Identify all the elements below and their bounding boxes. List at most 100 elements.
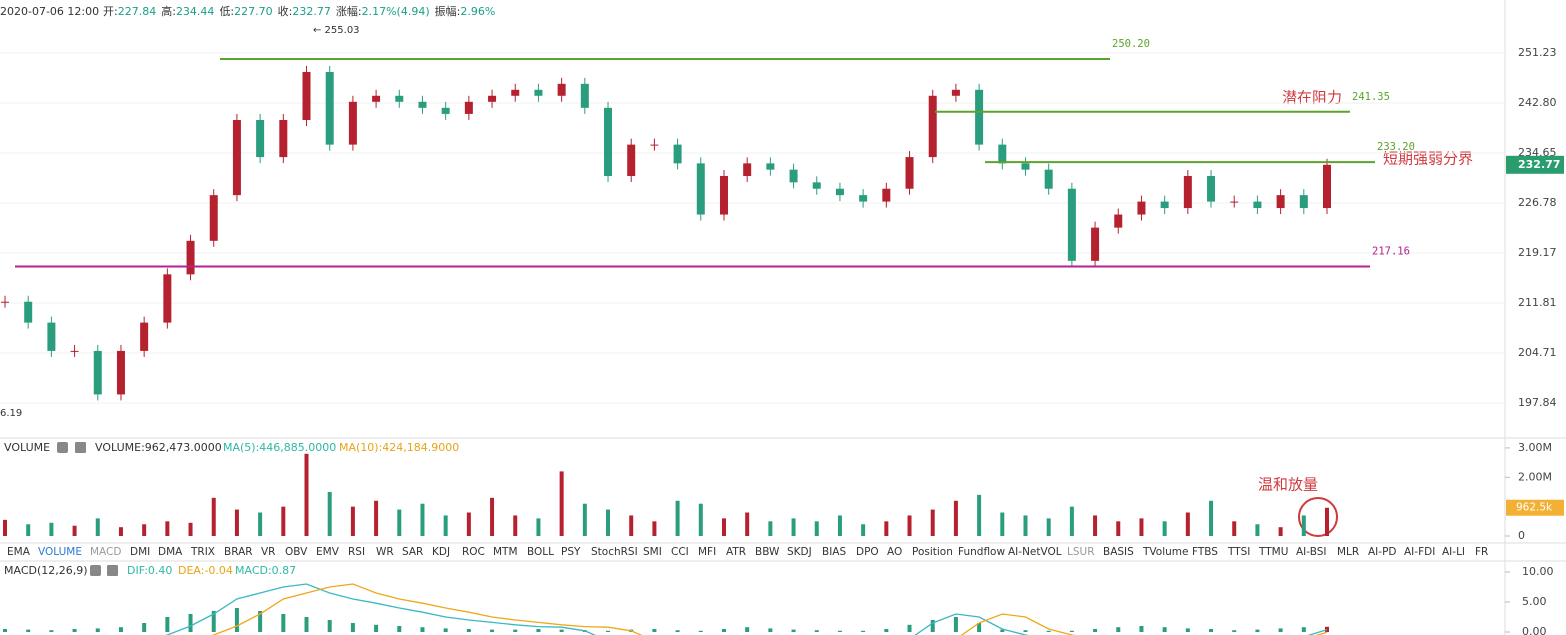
macd-bar xyxy=(188,614,193,632)
indicator-tab[interactable]: BRAR xyxy=(224,546,253,558)
candle xyxy=(1114,214,1123,228)
indicator-tab[interactable]: MLR xyxy=(1337,546,1359,558)
macd-bar xyxy=(930,620,935,632)
indicator-tab[interactable]: CCI xyxy=(671,546,689,558)
volume-bar xyxy=(745,512,750,536)
macd-bar xyxy=(791,629,796,632)
volume-bar xyxy=(791,518,796,536)
candle xyxy=(488,95,497,102)
indicator-tab[interactable]: AO xyxy=(887,546,902,558)
indicator-tab[interactable]: BIAS xyxy=(822,546,846,558)
y-tick-label: 5.00 xyxy=(1522,595,1547,608)
candle xyxy=(557,83,566,96)
indicator-tab[interactable]: BBW xyxy=(755,546,780,558)
indicator-tab[interactable]: VOLUME xyxy=(38,546,82,558)
indicator-tab[interactable]: AI-FDI xyxy=(1404,546,1435,558)
indicator-tab[interactable]: AI-NetVOL xyxy=(1008,546,1062,558)
indicator-tab[interactable]: SAR xyxy=(402,546,423,558)
ohlc-header: 2020-07-06 12:00 开: 227.84 高: 234.44 低: 227.7… xyxy=(0,4,495,18)
indicator-tab[interactable]: EMV xyxy=(316,546,340,558)
indicator-tab[interactable]: FR xyxy=(1475,546,1488,558)
indicator-tab[interactable]: ROC xyxy=(462,546,485,558)
macd-bar xyxy=(652,629,657,632)
macd-bar xyxy=(861,630,866,632)
field-label: 振幅: xyxy=(435,4,461,18)
indicator-tab[interactable]: WR xyxy=(376,546,394,558)
indicator-tab[interactable]: ATR xyxy=(726,546,746,558)
indicator-tab[interactable]: PSY xyxy=(561,546,581,558)
dea-line xyxy=(211,583,1328,635)
volume-bar xyxy=(953,500,958,536)
volume-bar xyxy=(1325,507,1329,536)
indicator-tab[interactable]: DMA xyxy=(158,546,183,558)
indicator-tab[interactable]: SMI xyxy=(643,546,662,558)
volume-bar xyxy=(466,512,471,536)
macd-bar xyxy=(490,629,495,632)
macd-bar xyxy=(1069,630,1074,632)
candle xyxy=(441,107,450,114)
indicator-tab[interactable]: DPO xyxy=(856,546,879,558)
indicator-tab[interactable]: BOLL xyxy=(527,546,554,558)
volume-bar xyxy=(1255,524,1260,536)
indicator-tab[interactable]: MFI xyxy=(698,546,716,558)
macd-bar xyxy=(95,628,100,632)
indicator-tab[interactable]: SKDJ xyxy=(787,546,812,558)
indicator-tab[interactable]: BASIS xyxy=(1103,546,1134,558)
close-icon[interactable] xyxy=(75,442,86,453)
macd-bar xyxy=(211,611,216,632)
indicator-tab[interactable]: AI-LI xyxy=(1442,546,1465,558)
settings-icon[interactable] xyxy=(90,565,101,576)
indicator-tab[interactable]: LSUR xyxy=(1067,546,1095,558)
indicator-tab[interactable]: RSI xyxy=(348,546,365,558)
volume-ma10: MA(10):424,184.9000 xyxy=(339,441,459,454)
candle xyxy=(789,169,798,183)
candle xyxy=(835,188,844,196)
indicator-tab[interactable]: KDJ xyxy=(432,546,450,558)
macd-title[interactable]: MACD(12,26,9) xyxy=(4,564,88,577)
candle xyxy=(140,322,149,351)
indicator-tab[interactable]: DMI xyxy=(130,546,150,558)
indicator-tab[interactable]: Fundflow xyxy=(958,546,1005,558)
field-label: 低: xyxy=(219,5,234,18)
macd-bar xyxy=(49,630,54,632)
candle xyxy=(511,89,520,96)
macd-bar xyxy=(977,623,982,632)
indicator-tab[interactable]: FTBS xyxy=(1192,546,1218,558)
volume-bar xyxy=(327,491,332,536)
macd-bar xyxy=(72,629,77,632)
candle xyxy=(232,119,241,196)
indicator-tab[interactable]: TTSI xyxy=(1227,546,1250,558)
indicator-tab[interactable]: MACD xyxy=(90,546,121,558)
field-value: 2.96% xyxy=(460,5,495,18)
candle xyxy=(93,350,102,395)
candle xyxy=(116,350,125,395)
volume-title[interactable]: VOLUME xyxy=(4,441,50,454)
indicator-tab[interactable]: Position xyxy=(912,546,953,558)
indicator-tab[interactable]: OBV xyxy=(285,546,308,558)
settings-icon[interactable] xyxy=(57,442,68,453)
close-icon[interactable] xyxy=(107,565,118,576)
y-tick-label: 219.17 xyxy=(1518,246,1557,259)
macd-bar xyxy=(1325,626,1329,632)
indicator-tab[interactable]: AI-BSI xyxy=(1296,546,1326,558)
macd-bar xyxy=(1232,630,1237,632)
indicator-tab[interactable]: EMA xyxy=(7,546,31,558)
indicator-tab[interactable]: MTM xyxy=(493,546,518,558)
macd-bar xyxy=(1000,629,1005,632)
macd-bar xyxy=(1023,630,1028,632)
macd-bar xyxy=(884,629,889,632)
indicator-tab[interactable]: TVolume xyxy=(1142,546,1188,558)
indicator-tab[interactable]: VR xyxy=(261,546,275,558)
indicator-tab[interactable]: TRIX xyxy=(190,546,215,558)
y-tick-label: 0 xyxy=(1518,529,1525,542)
indicator-tab[interactable]: AI-PD xyxy=(1368,546,1397,558)
candle xyxy=(1207,175,1216,202)
candle xyxy=(279,119,288,158)
volume-bar xyxy=(1069,506,1074,536)
indicator-tab[interactable]: TTMU xyxy=(1258,546,1288,558)
candle xyxy=(418,101,427,108)
macd-bar xyxy=(814,630,819,632)
indicator-tab[interactable]: StochRSI xyxy=(591,546,638,558)
macd-bar xyxy=(304,617,309,632)
volume-bar xyxy=(1278,527,1283,536)
